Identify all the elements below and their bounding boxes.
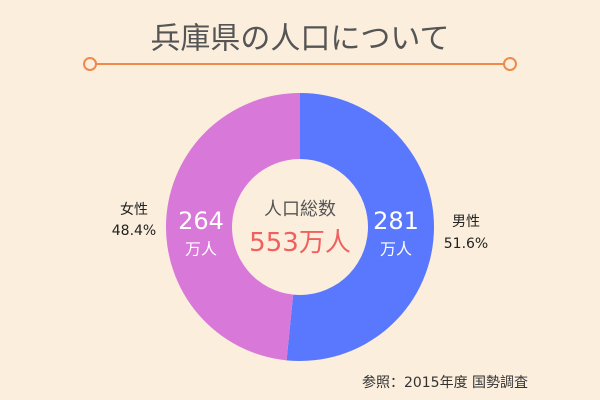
percent-label: 51.6% (444, 236, 488, 252)
donut-segment (166, 93, 300, 361)
total-unit: 万人 (299, 228, 351, 258)
chart-title: 兵庫県の人口について (150, 22, 449, 57)
percent-label: 48.4% (112, 223, 156, 239)
legend-label: 女性 (120, 201, 148, 218)
segment-count: 281 (373, 207, 419, 235)
total-label: 553万人 (249, 228, 351, 258)
segment-unit: 万人 (380, 240, 412, 259)
rule-end (83, 57, 97, 71)
donut-segment (286, 93, 435, 361)
legend-label: 男性 (452, 214, 480, 230)
total-value: 553 (249, 228, 299, 258)
center-label: 人口総数 (264, 199, 336, 220)
segment-count: 264 (178, 207, 224, 235)
rule-end (503, 57, 517, 71)
segment-unit: 万人 (185, 240, 217, 259)
source: 参照：2015年度 国勢調査 (362, 374, 528, 391)
